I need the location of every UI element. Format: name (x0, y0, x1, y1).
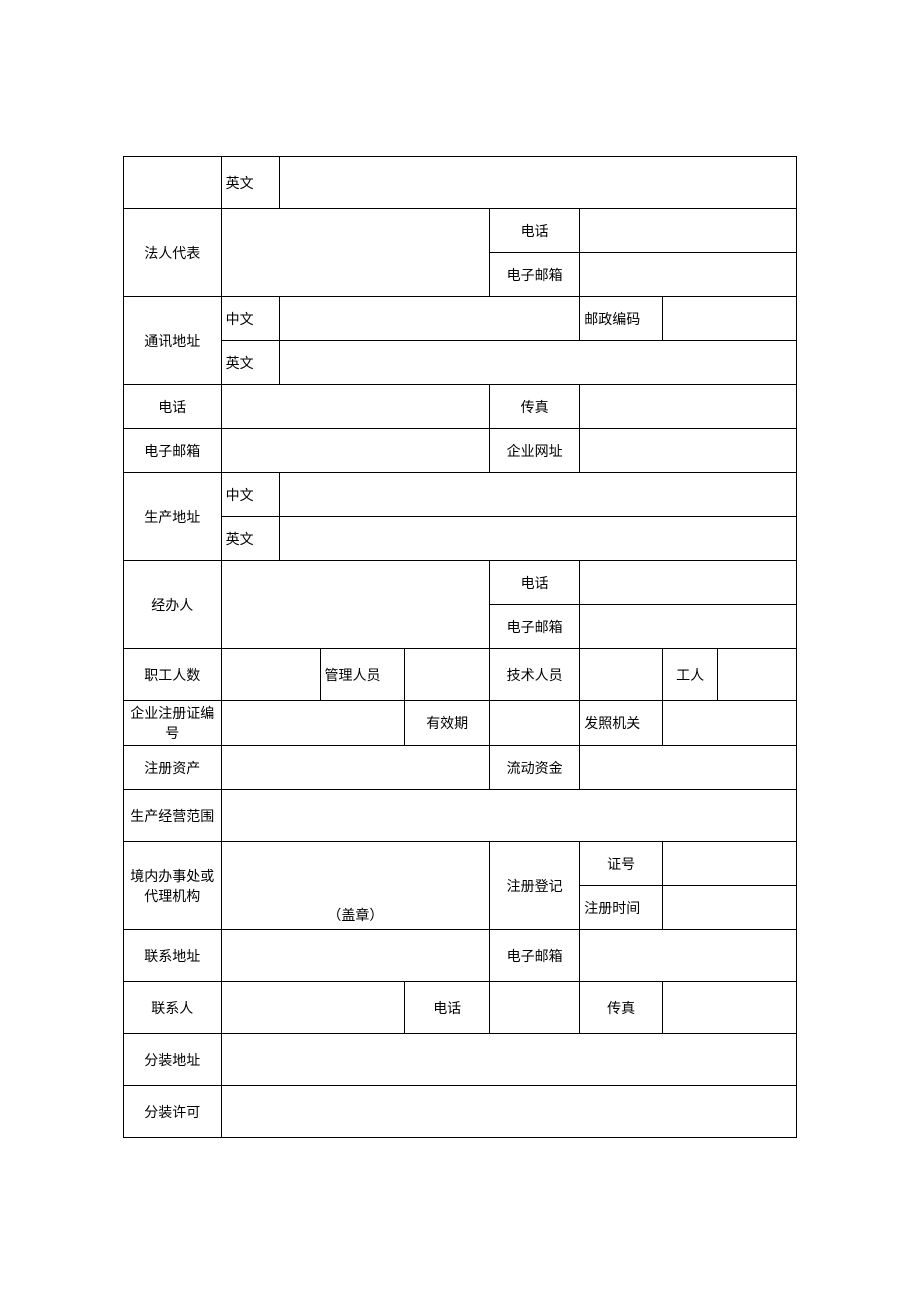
label-company-website: 企业网址 (490, 429, 580, 473)
value-contact-phone[interactable] (490, 982, 580, 1034)
value-contact-email[interactable] (580, 930, 797, 982)
empty-cell (124, 157, 222, 209)
value-workers-count[interactable] (718, 649, 797, 701)
value-packaging-address[interactable] (221, 1034, 796, 1086)
label-fax: 传真 (490, 385, 580, 429)
label-fax: 传真 (580, 982, 663, 1034)
value-contact-person[interactable] (221, 982, 405, 1034)
value-handler-email[interactable] (580, 605, 797, 649)
value-business-scope[interactable] (221, 790, 796, 842)
value-company-website[interactable] (580, 429, 797, 473)
label-registration: 注册登记 (490, 842, 580, 930)
value-contact-address[interactable] (221, 930, 490, 982)
value-technical-count[interactable] (580, 649, 663, 701)
value-registered-assets[interactable] (221, 746, 490, 790)
label-email: 电子邮箱 (490, 930, 580, 982)
label-phone: 电话 (490, 209, 580, 253)
value-cert-no[interactable] (663, 842, 797, 886)
value-management-count[interactable] (405, 649, 490, 701)
label-english: 英文 (221, 157, 280, 209)
value-packaging-permit[interactable] (221, 1086, 796, 1138)
label-mail-address: 通讯地址 (124, 297, 222, 385)
value-contact-fax[interactable] (663, 982, 797, 1034)
value-company-phone[interactable] (221, 385, 490, 429)
label-phone: 电话 (124, 385, 222, 429)
value-company-email[interactable] (221, 429, 490, 473)
label-phone: 电话 (490, 561, 580, 605)
label-working-capital: 流动资金 (490, 746, 580, 790)
value-reg-cert-no[interactable] (221, 701, 405, 746)
label-business-scope: 生产经营范围 (124, 790, 222, 842)
value-legal-rep-phone[interactable] (580, 209, 797, 253)
label-reg-time: 注册时间 (580, 886, 663, 930)
label-chinese: 中文 (221, 473, 280, 517)
label-legal-rep: 法人代表 (124, 209, 222, 297)
label-chinese: 中文 (221, 297, 280, 341)
label-production-address: 生产地址 (124, 473, 222, 561)
label-validity: 有效期 (405, 701, 490, 746)
value-handler-name[interactable] (221, 561, 490, 649)
label-issuing-authority: 发照机关 (580, 701, 663, 746)
value-row1-english[interactable] (280, 157, 797, 209)
label-email: 电子邮箱 (490, 605, 580, 649)
value-legal-rep-name[interactable] (221, 209, 490, 297)
value-employee-count[interactable] (221, 649, 320, 701)
label-employee-count: 职工人数 (124, 649, 222, 701)
value-mail-address-en[interactable] (280, 341, 797, 385)
label-postal-code: 邮政编码 (580, 297, 663, 341)
value-validity[interactable] (490, 701, 580, 746)
value-issuing-authority[interactable] (663, 701, 797, 746)
label-handler: 经办人 (124, 561, 222, 649)
value-handler-phone[interactable] (580, 561, 797, 605)
value-legal-rep-email[interactable] (580, 253, 797, 297)
value-prod-address-cn[interactable] (280, 473, 797, 517)
label-email: 电子邮箱 (490, 253, 580, 297)
label-contact-address: 联系地址 (124, 930, 222, 982)
label-domestic-agency: 境内办事处或代理机构 (124, 842, 222, 930)
label-technical-staff: 技术人员 (490, 649, 580, 701)
value-mail-address-cn[interactable] (280, 297, 580, 341)
label-packaging-permit: 分装许可 (124, 1086, 222, 1138)
value-company-fax[interactable] (580, 385, 797, 429)
label-email: 电子邮箱 (124, 429, 222, 473)
value-working-capital[interactable] (580, 746, 797, 790)
label-phone: 电话 (405, 982, 490, 1034)
value-agency-name[interactable]: （盖章） (221, 842, 490, 930)
label-english: 英文 (221, 341, 280, 385)
label-management: 管理人员 (320, 649, 405, 701)
value-prod-address-en[interactable] (280, 517, 797, 561)
label-workers: 工人 (663, 649, 718, 701)
label-registered-assets: 注册资产 (124, 746, 222, 790)
label-english: 英文 (221, 517, 280, 561)
label-reg-cert-no: 企业注册证编号 (124, 701, 222, 746)
label-seal: （盖章） (222, 905, 490, 925)
form-table: 英文 法人代表 电话 电子邮箱 通讯地址 中文 邮政编码 英文 电话 传真 电子… (123, 156, 797, 1138)
label-cert-no: 证号 (580, 842, 663, 886)
label-contact-person: 联系人 (124, 982, 222, 1034)
value-reg-time[interactable] (663, 886, 797, 930)
label-packaging-address: 分装地址 (124, 1034, 222, 1086)
value-postal-code[interactable] (663, 297, 797, 341)
